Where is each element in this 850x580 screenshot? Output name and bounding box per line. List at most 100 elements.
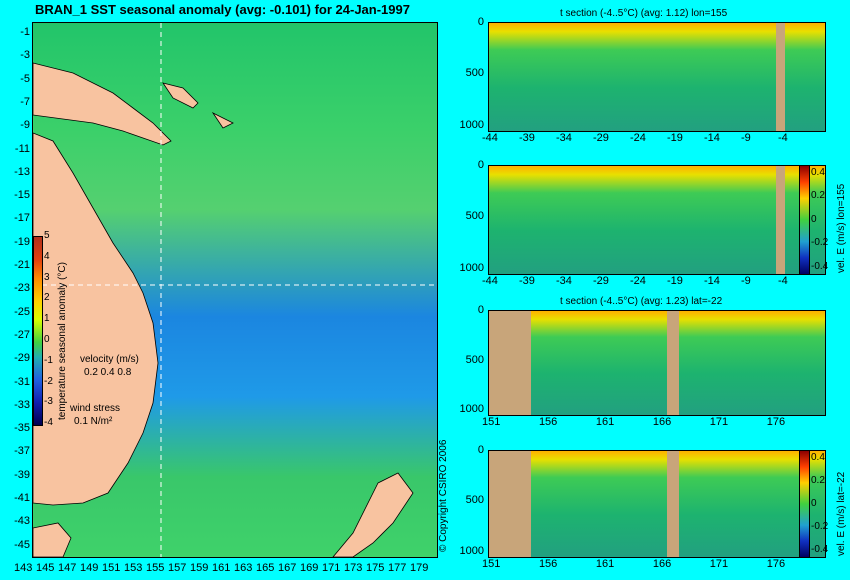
lat-tick: -15 [14, 189, 30, 202]
section-x-tick: 166 [652, 558, 672, 570]
velocity-colorbar [799, 450, 810, 558]
colorbar-tick: -1 [44, 354, 53, 366]
velocity-colorbar-tick: 0.2 [811, 190, 825, 202]
lat-tick: -1 [20, 26, 30, 38]
section-land-gap [776, 166, 785, 274]
lat-tick: -29 [14, 352, 30, 365]
section-x-tick: -24 [629, 132, 646, 144]
section-x-tick: -44 [482, 132, 498, 144]
colorbar-tick: 5 [44, 230, 50, 241]
section-y-tick: 500 [465, 210, 484, 223]
velocity-colorbar-tick: -0.4 [811, 544, 829, 556]
section-x-tick: -14 [703, 275, 720, 287]
section-land-gap [489, 311, 531, 415]
lat-tick: -9 [20, 119, 30, 132]
lat-tick: -19 [14, 235, 30, 248]
lon-tick: 147 [58, 562, 77, 574]
section-x-tick: 176 [766, 558, 786, 570]
section-panel[interactable] [488, 310, 826, 416]
section-panel[interactable] [488, 22, 826, 132]
section-x-tick: 156 [538, 416, 558, 428]
colorbar-tick: -2 [44, 375, 53, 387]
lat-tick: -41 [14, 492, 30, 504]
lat-tick: -11 [14, 142, 30, 155]
velocity-colorbar-label: vel. E (m/s) lat=-22 [836, 471, 847, 556]
colorbar-tick: -3 [44, 396, 53, 408]
velocity-colorbar-tick: -0.4 [811, 260, 829, 272]
section-x-tick: -44 [482, 275, 498, 287]
velocity-colorbar [799, 165, 810, 275]
section-land-gap [776, 23, 785, 131]
lon-tick: 165 [256, 562, 275, 574]
lon-tick: 171 [322, 562, 341, 574]
velocity-colorbar-tick: -0.2 [811, 237, 829, 249]
section-title: t section (-4..5°C) (avg: 1.23) lat=-22 [560, 296, 723, 307]
lat-tick: -21 [14, 259, 30, 271]
velocity-colorbar-tick: 0.2 [811, 475, 825, 487]
section-y-tick: 0 [477, 159, 484, 171]
section-y-tick: 1000 [459, 403, 484, 416]
section-x-tick: -39 [518, 132, 535, 144]
section-panel[interactable] [488, 165, 826, 275]
sst-map[interactable] [32, 22, 438, 558]
section-y-tick: 0 [477, 16, 484, 28]
map-land [33, 23, 437, 557]
lat-tick: -17 [14, 212, 30, 225]
velocity-label: velocity (m/s) [80, 354, 139, 365]
lon-tick: 153 [124, 562, 143, 574]
section-x-tick: -19 [666, 132, 683, 144]
lat-tick: -33 [14, 398, 30, 411]
section-y-tick: 0 [477, 444, 484, 456]
section-x-tick: 176 [766, 416, 786, 428]
section-x-tick: -9 [740, 132, 751, 144]
velocity-scale: 0.2 0.4 0.8 [84, 367, 132, 378]
section-x-tick: 161 [595, 416, 615, 428]
section-x-tick: -29 [592, 132, 609, 144]
section-y-tick: 500 [465, 494, 484, 507]
section-x-tick: -34 [555, 275, 572, 287]
section-x-tick: 151 [482, 416, 501, 428]
section-y-tick: 0 [477, 304, 484, 316]
section-x-tick: 166 [652, 416, 672, 428]
colorbar-label: temperature seasonal anomaly (°C) [57, 262, 68, 420]
lon-tick: 167 [278, 562, 297, 574]
lat-tick: -45 [14, 538, 30, 551]
lat-tick: -25 [14, 305, 30, 318]
lat-tick: -27 [14, 328, 30, 341]
section-y-tick: 1000 [459, 118, 484, 131]
lat-tick: -35 [14, 422, 30, 435]
lon-tick: 175 [366, 562, 385, 574]
lon-tick: 159 [190, 562, 209, 574]
map-title: BRAN_1 SST seasonal anomaly (avg: -0.101… [35, 2, 410, 17]
lon-tick: 149 [80, 562, 99, 574]
colorbar-tick: 3 [44, 271, 50, 283]
section-x-tick: -39 [518, 275, 535, 287]
wind-scale: 0.1 N/m² [74, 416, 113, 427]
section-x-tick: -4 [777, 275, 788, 287]
section-x-tick: 156 [538, 558, 558, 570]
lat-tick: -37 [14, 445, 30, 458]
lat-tick: -7 [20, 95, 30, 108]
colorbar-tick: 1 [44, 313, 50, 325]
section-x-tick: -19 [666, 275, 683, 287]
section-y-tick: 500 [465, 353, 484, 366]
velocity-colorbar-tick: 0.4 [811, 452, 825, 463]
section-panel[interactable] [488, 450, 826, 558]
lon-tick: 151 [102, 562, 121, 574]
lat-tick: -3 [20, 49, 30, 62]
section-x-tick: 161 [595, 558, 615, 570]
section-land-gap [667, 451, 679, 557]
section-y-tick: 500 [465, 67, 484, 80]
lat-tick: -31 [14, 375, 30, 388]
lon-tick: 143 [14, 562, 33, 574]
lat-tick: -5 [20, 72, 30, 85]
section-x-tick: -9 [740, 275, 751, 287]
lat-tick: -13 [14, 165, 30, 178]
section-x-tick: 171 [709, 416, 729, 428]
section-x-tick: 171 [709, 558, 729, 570]
lat-tick: -39 [14, 468, 30, 481]
colorbar-tick: 0 [44, 334, 50, 345]
colorbar-tick: 4 [44, 250, 50, 262]
section-x-tick: -4 [777, 132, 788, 144]
section-title: t section (-4..5°C) (avg: 1.12) lon=155 [560, 8, 728, 19]
